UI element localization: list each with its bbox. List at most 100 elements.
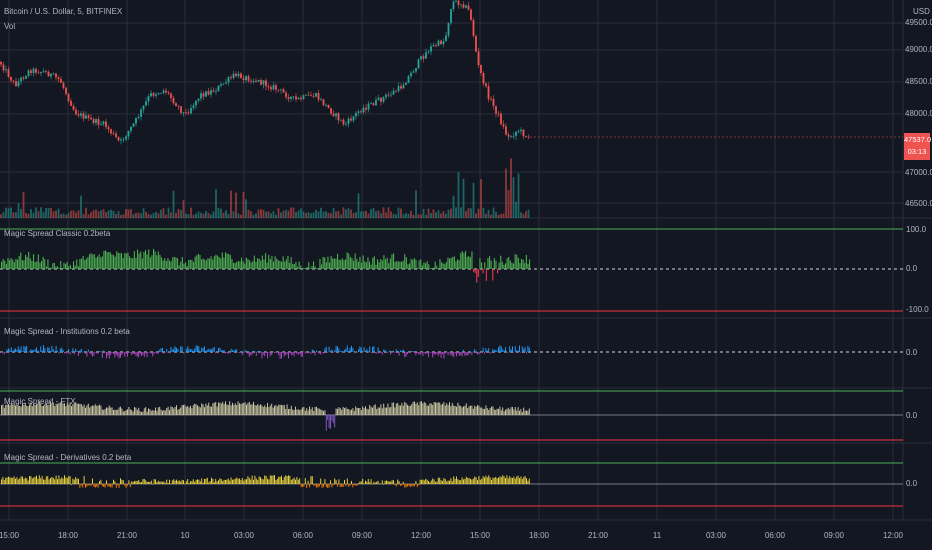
candle-body	[137, 116, 140, 118]
histogram-bar	[141, 411, 142, 415]
histogram-bar	[338, 259, 340, 269]
histogram-bar	[323, 484, 324, 488]
histogram-bar	[285, 259, 287, 269]
histogram-bar	[30, 349, 32, 352]
volume-bar	[97, 211, 100, 218]
histogram-bar	[456, 476, 457, 484]
histogram-bar	[63, 262, 65, 269]
histogram-bar	[488, 475, 490, 484]
histogram-bar	[381, 260, 383, 269]
histogram-bar	[457, 402, 459, 415]
histogram-bar	[48, 479, 50, 484]
histogram-bar	[264, 475, 266, 484]
histogram-bar	[52, 477, 54, 484]
volume-indicator-label[interactable]: Vol	[4, 22, 16, 31]
histogram-bar	[402, 260, 404, 269]
histogram-bar	[360, 481, 362, 484]
volume-bar	[142, 208, 145, 218]
histogram-bar	[69, 264, 71, 269]
histogram-bar	[311, 407, 313, 415]
volume-bar	[467, 208, 470, 218]
histogram-bar	[272, 407, 274, 415]
histogram-bar	[366, 481, 368, 484]
volume-bar	[262, 209, 265, 218]
histogram-bar	[447, 257, 449, 269]
histogram-bar	[393, 402, 394, 415]
histogram-bar	[140, 251, 142, 269]
histogram-bar	[492, 348, 494, 352]
histogram-bar	[304, 410, 306, 415]
histogram-bar	[92, 478, 93, 484]
histogram-bar	[65, 477, 67, 484]
candle-body	[452, 1, 455, 10]
histogram-bar	[430, 480, 432, 484]
histogram-bar	[271, 352, 273, 355]
candle-body	[240, 73, 242, 79]
histogram-bar	[267, 352, 268, 359]
pane-title-institutions[interactable]: Magic Spread - Institutions 0.2 beta	[4, 327, 130, 336]
histogram-bar	[339, 351, 341, 352]
candle-body	[260, 79, 262, 85]
histogram-bar	[247, 259, 249, 269]
histogram-bar	[391, 402, 393, 415]
histogram-bar	[332, 415, 334, 424]
candle-body	[457, 0, 460, 6]
histogram-bar	[161, 257, 163, 269]
histogram-bar	[239, 403, 240, 415]
histogram-bar	[194, 403, 196, 415]
symbol-title[interactable]: Bitcoin / U.S. Dollar, 5, BITFINEX	[4, 7, 123, 16]
volume-bar	[437, 210, 440, 218]
histogram-bar	[245, 257, 247, 269]
candle-body	[90, 117, 92, 120]
histogram-bar	[127, 409, 128, 415]
histogram-bar	[246, 350, 247, 352]
volume-bar	[332, 208, 335, 218]
pane-title-classic[interactable]: Magic Spread Classic 0.2beta	[4, 229, 111, 238]
histogram-bar	[374, 404, 376, 415]
histogram-bar	[442, 352, 443, 354]
histogram-bar	[139, 411, 141, 415]
histogram-bar	[248, 477, 250, 484]
volume-bar	[92, 210, 95, 218]
histogram-bar	[236, 261, 238, 269]
volume-bar	[192, 214, 195, 218]
candle-body	[365, 107, 367, 110]
histogram-bar	[216, 352, 218, 354]
histogram-bar	[351, 257, 353, 269]
histogram-bar	[354, 253, 356, 269]
histogram-bar	[15, 478, 16, 484]
histogram-bar	[271, 255, 273, 269]
histogram-bar	[278, 404, 280, 415]
histogram-bar	[387, 481, 389, 484]
volume-bar	[270, 213, 272, 218]
histogram-bar	[446, 481, 448, 484]
volume-bar	[350, 209, 352, 218]
pane-title-derivatives[interactable]: Magic Spread - Derivatives 0.2 beta	[4, 453, 132, 462]
histogram-bar	[486, 408, 488, 415]
pane-title-ftx[interactable]: Magic Spread - FTX	[4, 397, 76, 406]
histogram-bar	[204, 478, 205, 484]
histogram-bar	[38, 352, 40, 353]
histogram-bar	[384, 407, 386, 415]
histogram-bar	[316, 350, 317, 352]
histogram-bar	[261, 405, 263, 415]
histogram-bar	[502, 475, 504, 484]
volume-bar	[412, 214, 415, 218]
candle-body	[307, 94, 310, 96]
histogram-bar	[59, 402, 61, 415]
histogram-bar	[365, 350, 366, 352]
histogram-bar	[119, 253, 121, 269]
volume-bar	[320, 207, 322, 218]
histogram-bar	[307, 410, 309, 415]
histogram-bar	[75, 348, 77, 352]
histogram-bar	[107, 407, 109, 415]
histogram-bar	[76, 259, 78, 269]
histogram-bar	[212, 347, 214, 352]
histogram-bar	[24, 477, 26, 484]
histogram-bar	[29, 258, 31, 269]
histogram-bar	[443, 402, 445, 415]
histogram-bar	[451, 402, 453, 415]
histogram-bar	[498, 408, 499, 415]
histogram-bar	[440, 404, 442, 415]
